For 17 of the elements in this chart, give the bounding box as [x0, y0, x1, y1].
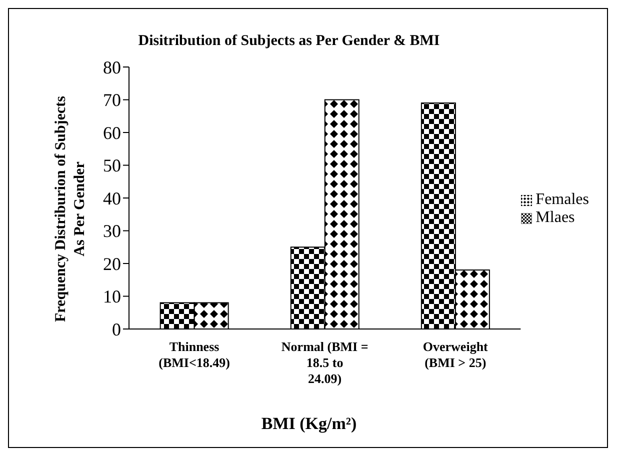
y-tick-label: 70	[103, 90, 121, 110]
y-tick-label: 10	[103, 286, 121, 307]
y-tick-label: 40	[103, 188, 121, 208]
x-tick-label: Thinness (BMI<18.49)	[158, 339, 230, 370]
legend-label: Mlaes	[536, 209, 575, 226]
legend-label: Females	[536, 191, 589, 208]
chart-title: Disitribution of Subjects as Per Gender & BMI	[137, 33, 441, 50]
y-tick-label: 80	[103, 57, 121, 78]
y-tick-label: 60	[103, 122, 121, 143]
y-tick-label: 30	[103, 221, 121, 242]
x-tick-label: Overweight (BMI > 25)	[422, 339, 489, 370]
y-axis-title: Frequency Distriburion of Subjects As Per Gender	[52, 96, 89, 322]
y-tick-label: 20	[103, 254, 121, 274]
x-tick-label: Normal (BMI = 18.5 to 24.09)	[281, 339, 368, 386]
y-tick-label: 50	[103, 156, 121, 176]
y-tick-label: 0	[112, 319, 121, 340]
x-axis-title: BMI (Kg/m²)	[260, 414, 358, 434]
